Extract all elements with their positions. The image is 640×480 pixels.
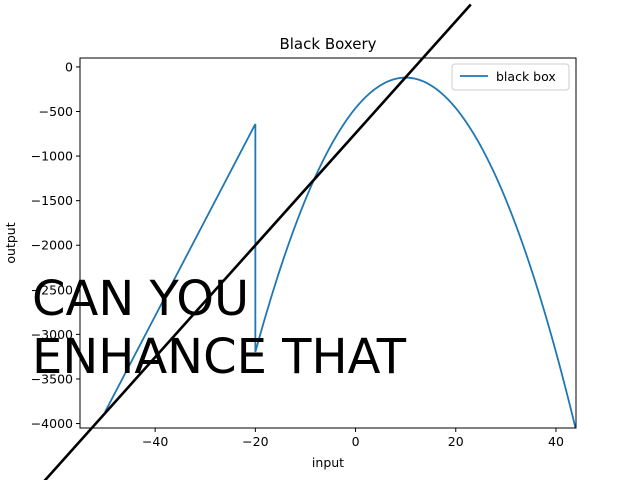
y-tick-label: −3000 <box>31 327 73 342</box>
plot-lines <box>104 76 576 428</box>
y-tick-label: −2500 <box>31 282 73 297</box>
y-tick-label: −1500 <box>31 193 73 208</box>
y-tick-label: −1000 <box>31 149 73 164</box>
overlay-annotation: CAN YOU ENHANCE THAT <box>32 271 407 385</box>
y-axis-label: output <box>3 222 18 263</box>
overlay-line-2: ENHANCE THAT <box>32 329 407 385</box>
legend: black box <box>451 63 570 91</box>
x-tick-label: 20 <box>448 434 464 449</box>
y-tick-label: 0 <box>65 59 73 74</box>
plot-frame <box>79 57 577 429</box>
x-axis: −40 −20 0 20 40 <box>142 428 564 449</box>
x-tick-label: 40 <box>548 434 564 449</box>
y-tick-label: −2000 <box>31 238 73 253</box>
y-axis: 0 −500 −1000 −1500 −2000 −2500 −3000 −3500 −4000 <box>31 59 80 431</box>
x-tick-label: −40 <box>142 434 168 449</box>
legend-box <box>451 63 570 91</box>
x-tick-label: −20 <box>242 434 268 449</box>
legend-entry-black-box: black box <box>496 69 556 84</box>
diagonal-line <box>43 3 472 480</box>
y-tick-label: −500 <box>39 104 73 119</box>
x-tick-label: 0 <box>352 434 360 449</box>
y-tick-label: −4000 <box>31 416 73 431</box>
x-axis-label: input <box>312 455 344 470</box>
chart-title: Black Boxery <box>279 35 376 53</box>
y-tick-label: −3500 <box>31 371 73 386</box>
overlay-line-1: CAN YOU <box>32 271 249 327</box>
series-black-box-line <box>104 76 576 428</box>
